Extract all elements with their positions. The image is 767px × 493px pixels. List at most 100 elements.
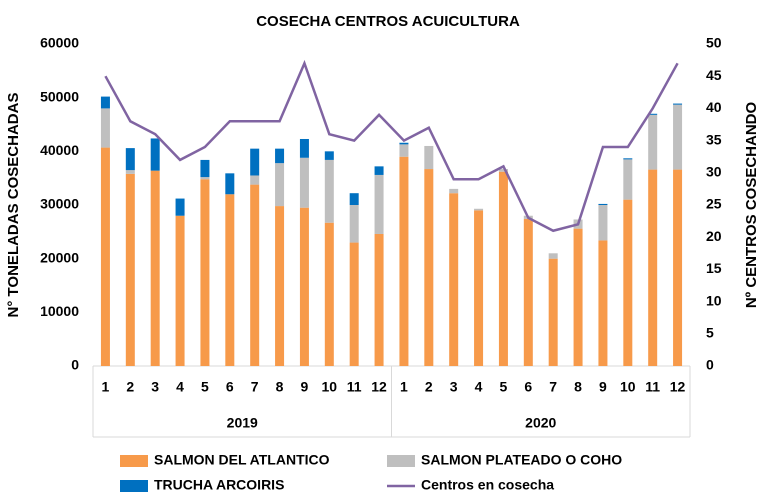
legend-marker — [120, 480, 148, 492]
line — [104, 59, 679, 233]
chart-title: COSECHA CENTROS ACUICULTURA — [256, 13, 520, 30]
x-tick-label: 4 — [176, 379, 184, 395]
bar — [100, 108, 110, 148]
y2-axis-title: Nº CENTROS COSECHANDO — [743, 102, 760, 309]
legend-label: SALMON PLATEADO O COHO — [421, 452, 622, 468]
bar — [250, 148, 260, 176]
bar — [349, 242, 359, 366]
bar — [150, 170, 160, 366]
y2-tick-label: 25 — [706, 196, 722, 212]
y2-tick-label: 50 — [706, 35, 722, 51]
x-tick-label: 10 — [322, 379, 338, 395]
bar — [200, 159, 210, 178]
bar — [523, 218, 533, 366]
y2-tick-label: 35 — [706, 131, 722, 147]
x-tick-label: 3 — [151, 379, 159, 395]
bar — [299, 157, 309, 208]
x-tick-label: 9 — [301, 379, 309, 395]
x-tick-label: 5 — [201, 379, 209, 395]
legend-marker — [120, 455, 148, 467]
bar — [299, 138, 309, 158]
bar — [175, 198, 185, 216]
bar — [424, 169, 434, 366]
x-tick-label: 12 — [670, 379, 686, 395]
legend-marker — [387, 455, 415, 467]
bar — [275, 206, 285, 366]
y2-tick-label: 20 — [706, 228, 722, 244]
bar — [673, 104, 683, 170]
bar — [374, 166, 384, 175]
bar — [200, 177, 210, 180]
bar — [424, 145, 434, 170]
bar — [100, 96, 110, 109]
bar — [548, 258, 558, 366]
bar — [598, 205, 608, 241]
x-tick-label: 2 — [126, 379, 134, 395]
x-tick-label: 6 — [524, 379, 532, 395]
x-tick-label: 12 — [371, 379, 387, 395]
bar — [673, 169, 683, 366]
x-tick-label: 8 — [574, 379, 582, 395]
x-tick-label: 6 — [226, 379, 234, 395]
y-tick-label: 60000 — [40, 35, 79, 51]
x-tick-label: 4 — [475, 379, 483, 395]
y2-tick-label: 15 — [706, 260, 722, 276]
x-tick-label: 9 — [599, 379, 607, 395]
legend-label: Centros en cosecha — [421, 477, 554, 493]
bar — [399, 142, 409, 145]
x-tick-label: 3 — [450, 379, 458, 395]
y2-tick-label: 10 — [706, 292, 722, 308]
x-tick-label: 2 — [425, 379, 433, 395]
bar — [548, 253, 558, 259]
bar — [200, 179, 210, 366]
bar — [125, 173, 135, 366]
x-tick-label: 5 — [500, 379, 508, 395]
x-tick-label: 1 — [400, 379, 408, 395]
y2-tick-label: 30 — [706, 164, 722, 180]
bar — [125, 148, 135, 171]
bar — [374, 233, 384, 366]
y-tick-label: 20000 — [40, 249, 79, 265]
y2-tick-label: 45 — [706, 67, 722, 83]
bar — [324, 222, 334, 366]
y-tick-label: 0 — [71, 357, 79, 373]
bar — [449, 193, 459, 366]
bar — [673, 103, 683, 105]
bar — [623, 159, 633, 200]
y-tick-label: 10000 — [40, 303, 79, 319]
bar — [374, 174, 384, 234]
bar — [623, 158, 633, 160]
y-tick-label: 30000 — [40, 196, 79, 212]
group-label: 2020 — [525, 415, 556, 431]
bar — [225, 194, 235, 366]
bar — [648, 113, 658, 115]
y-axis-title: N° TONELADAS COSECHADAS — [5, 93, 22, 318]
bar — [474, 208, 484, 211]
bar — [648, 169, 658, 366]
x-tick-label: 7 — [549, 379, 557, 395]
bar — [299, 207, 309, 366]
bar — [349, 205, 359, 243]
y-tick-label: 50000 — [40, 88, 79, 104]
bar — [100, 147, 110, 366]
bar — [150, 138, 160, 171]
y2-tick-label: 5 — [706, 325, 714, 341]
group-label: 2019 — [227, 415, 258, 431]
y2-tick-label: 0 — [706, 357, 714, 373]
bar — [498, 169, 508, 172]
y2-tick-label: 40 — [706, 99, 722, 115]
x-tick-label: 11 — [645, 379, 660, 395]
legend-label: TRUCHA ARCOIRIS — [154, 477, 284, 493]
legend-label: SALMON DEL ATLANTICO — [154, 452, 330, 468]
bar — [474, 210, 484, 366]
bar — [225, 173, 235, 195]
bar — [275, 148, 285, 164]
bar — [399, 156, 409, 366]
bar — [175, 215, 185, 366]
bar — [324, 151, 334, 160]
x-tick-label: 7 — [251, 379, 259, 395]
x-tick-label: 8 — [276, 379, 284, 395]
bar — [399, 144, 409, 157]
x-tick-label: 1 — [102, 379, 110, 395]
bar — [324, 159, 334, 223]
